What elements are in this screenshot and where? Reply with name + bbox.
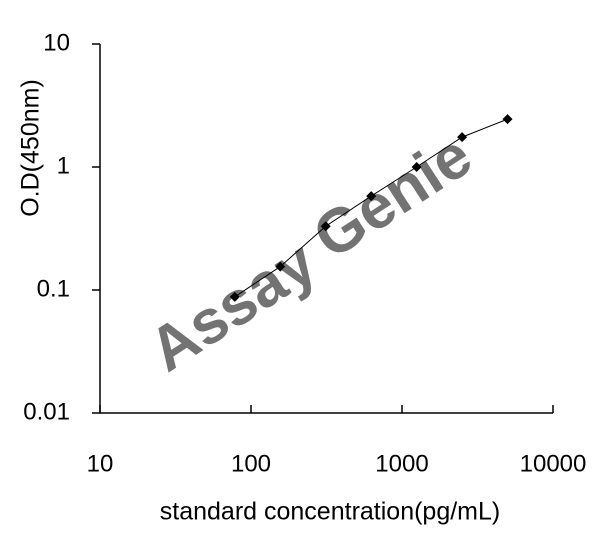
data-point (320, 221, 331, 232)
y-axis-title: O.D(450nm) (17, 79, 45, 217)
x-tick-label: 10000 (520, 450, 587, 477)
x-tick-label: 1000 (375, 450, 428, 477)
x-axis-title: standard concentration(pg/mL) (160, 498, 500, 526)
data-point (275, 261, 286, 272)
y-tick-label: 1 (57, 152, 70, 179)
y-tick-label: 0.01 (23, 398, 70, 425)
watermark: Assay (137, 228, 328, 386)
x-tick-label: 10 (87, 450, 114, 477)
x-tick-label: 100 (231, 450, 271, 477)
data-point (229, 291, 240, 302)
data-point (411, 162, 422, 172)
data-point (457, 132, 468, 143)
watermark: Genie (302, 121, 484, 273)
y-tick-label: 0.1 (37, 275, 70, 302)
data-point (366, 191, 377, 202)
y-tick-label: 10 (43, 29, 70, 56)
data-point (502, 114, 513, 125)
